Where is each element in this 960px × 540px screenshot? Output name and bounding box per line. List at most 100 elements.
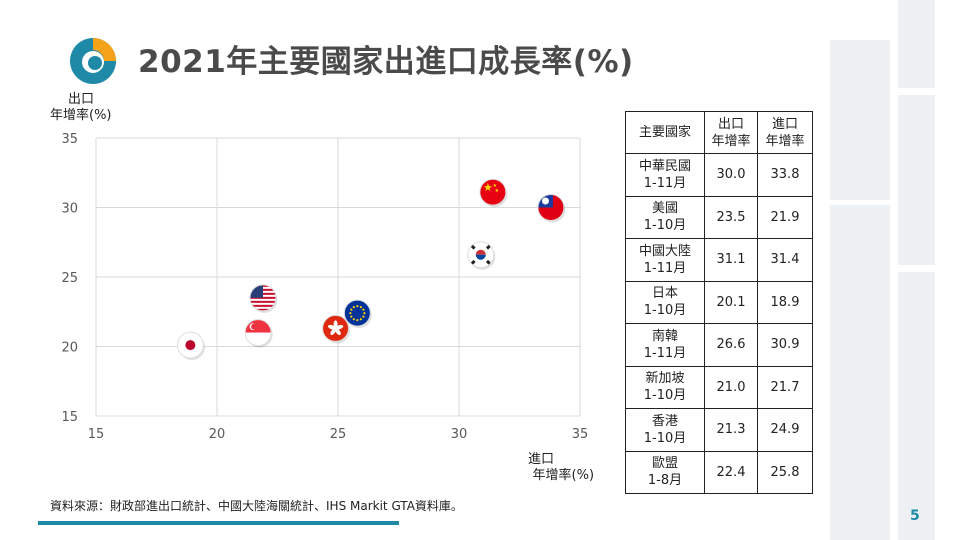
- table-row: 南韓 1-11月 26.6 30.9: [625, 323, 813, 367]
- cell-export: 21.0: [704, 365, 758, 409]
- header-import-line2: 年增率: [765, 133, 805, 149]
- china-flag-icon: ★ ★★: [479, 178, 507, 206]
- cell-import: 21.9: [757, 195, 813, 239]
- cell-import: 33.8: [757, 153, 813, 197]
- data-point-hong-kong-flag: [322, 314, 351, 344]
- table-header-row: 主要國家 出口 年增率 進口 年增率: [625, 111, 813, 154]
- country-period: 1-10月: [643, 430, 687, 446]
- header-export: 出口 年增率: [704, 111, 758, 154]
- hong-kong-flag-icon: [322, 314, 350, 342]
- svg-text:★: ★: [483, 181, 493, 194]
- cell-country: 香港 1-10月: [625, 408, 705, 452]
- table-row: 中華民國 1-11月 30.0 33.8: [625, 153, 813, 197]
- country-name: 日本: [651, 286, 678, 302]
- country-name: 歐盟: [651, 456, 678, 472]
- decorative-background-block: [830, 40, 890, 200]
- singapore-flag-icon: [244, 319, 272, 347]
- data-point-usa-flag: [249, 284, 278, 313]
- cell-import: 21.7: [757, 365, 813, 409]
- data-point-eu-flag: [343, 299, 372, 329]
- taiwan-flag-icon: [537, 194, 565, 221]
- page-number: 5: [910, 508, 920, 524]
- country-period: 1-11月: [643, 260, 687, 276]
- source-note: 資料來源：財政部進出口統計、中國大陸海關統計、IHS Markit GTA資料庫…: [50, 499, 463, 513]
- data-point-china-flag: ★ ★★: [479, 178, 508, 208]
- cell-country: 美國 1-10月: [625, 195, 705, 239]
- y-tick-label: 35: [61, 132, 78, 147]
- cell-country: 歐盟 1-8月: [625, 450, 705, 494]
- data-point-taiwan-flag: [537, 194, 566, 223]
- country-name: 南韓: [651, 328, 678, 344]
- cell-export: 20.1: [704, 280, 758, 324]
- country-period: 1-10月: [643, 388, 687, 404]
- table-row: 新加坡 1-10月 21.0 21.7: [625, 365, 813, 409]
- table-row: 中國大陸 1-11月 31.1 31.4: [625, 238, 813, 282]
- y-tick-label: 30: [61, 202, 78, 217]
- decorative-background-block: [898, 95, 935, 265]
- svg-text:★: ★: [495, 188, 500, 194]
- header-export-line2: 年增率: [711, 133, 751, 149]
- decorative-background-block: [898, 0, 935, 88]
- table-row: 歐盟 1-8月 22.4 25.8: [625, 450, 813, 494]
- cell-country: 新加坡 1-10月: [625, 365, 705, 409]
- cell-export: 23.5: [704, 195, 758, 239]
- cell-country: 日本 1-10月: [625, 280, 705, 324]
- data-point-south-korea-flag: [467, 241, 496, 270]
- header-import-line1: 進口: [771, 116, 798, 132]
- scatter-chart: 15 20 25 30 35 15 20 25 30 35 ★ ★★: [61, 132, 589, 442]
- south-korea-flag-icon: [467, 241, 495, 269]
- cell-import: 31.4: [757, 238, 813, 282]
- logo-icon: [70, 38, 116, 84]
- footer-accent-line: [38, 521, 399, 525]
- x-axis-title: 進口 年增率(%): [528, 452, 594, 484]
- cell-export: 26.6: [704, 323, 758, 367]
- table-row: 美國 1-10月 23.5 21.9: [625, 195, 813, 239]
- country-name: 美國: [651, 201, 678, 217]
- x-axis-title-line1: 進口: [528, 452, 555, 467]
- japan-flag-icon: [176, 331, 204, 359]
- growth-rate-table: 主要國家 出口 年增率 進口 年增率 中華民國 1-11月 30.0 33.8 美國 1-…: [625, 111, 813, 494]
- country-period: 1-10月: [643, 218, 687, 234]
- x-tick-label: 35: [572, 427, 589, 442]
- x-tick-label: 20: [209, 427, 226, 442]
- x-tick-label: 25: [330, 427, 347, 442]
- cell-country: 中華民國 1-11月: [625, 153, 705, 197]
- country-period: 1-10月: [643, 303, 687, 319]
- cell-country: 南韓 1-11月: [625, 323, 705, 367]
- header-country: 主要國家: [625, 111, 705, 154]
- cell-export: 22.4: [704, 450, 758, 494]
- x-tick-label: 15: [88, 427, 105, 442]
- cell-export: 31.1: [704, 238, 758, 282]
- cell-import: 18.9: [757, 280, 813, 324]
- data-point-japan-flag: [176, 331, 205, 361]
- svg-text:★: ★: [493, 183, 498, 189]
- country-period: 1-11月: [643, 345, 687, 361]
- country-name: 香港: [651, 413, 678, 429]
- header-export-line1: 出口: [717, 116, 744, 132]
- y-tick-label: 25: [61, 271, 78, 286]
- y-axis-title: 出口 年增率(%): [50, 92, 112, 124]
- country-name: 中華民國: [638, 158, 691, 174]
- cell-import: 30.9: [757, 323, 813, 367]
- cell-export: 30.0: [704, 153, 758, 197]
- cell-import: 24.9: [757, 408, 813, 452]
- y-axis-title-line2: 年增率(%): [50, 108, 112, 123]
- usa-flag-icon: [249, 284, 277, 312]
- table-row: 香港 1-10月 21.3 24.9: [625, 408, 813, 452]
- y-tick-label: 15: [61, 410, 78, 425]
- x-tick-label: 30: [451, 427, 468, 442]
- x-axis-title-line2: 年增率(%): [532, 468, 595, 483]
- decorative-background-block: [830, 205, 890, 540]
- eu-flag-icon: [343, 299, 371, 327]
- y-axis-title-line1: 出口: [68, 92, 95, 107]
- cell-country: 中國大陸 1-11月: [625, 238, 705, 282]
- page-title: 2021年主要國家出進口成長率(%): [138, 44, 634, 80]
- data-point-singapore-flag: [244, 319, 273, 348]
- table-row: 日本 1-10月 20.1 18.9: [625, 280, 813, 324]
- country-period: 1-8月: [647, 473, 683, 489]
- country-name: 新加坡: [645, 371, 685, 387]
- country-period: 1-11月: [643, 175, 687, 191]
- cell-import: 25.8: [757, 450, 813, 494]
- decorative-background-block: [898, 272, 935, 540]
- header-import: 進口 年增率: [757, 111, 813, 154]
